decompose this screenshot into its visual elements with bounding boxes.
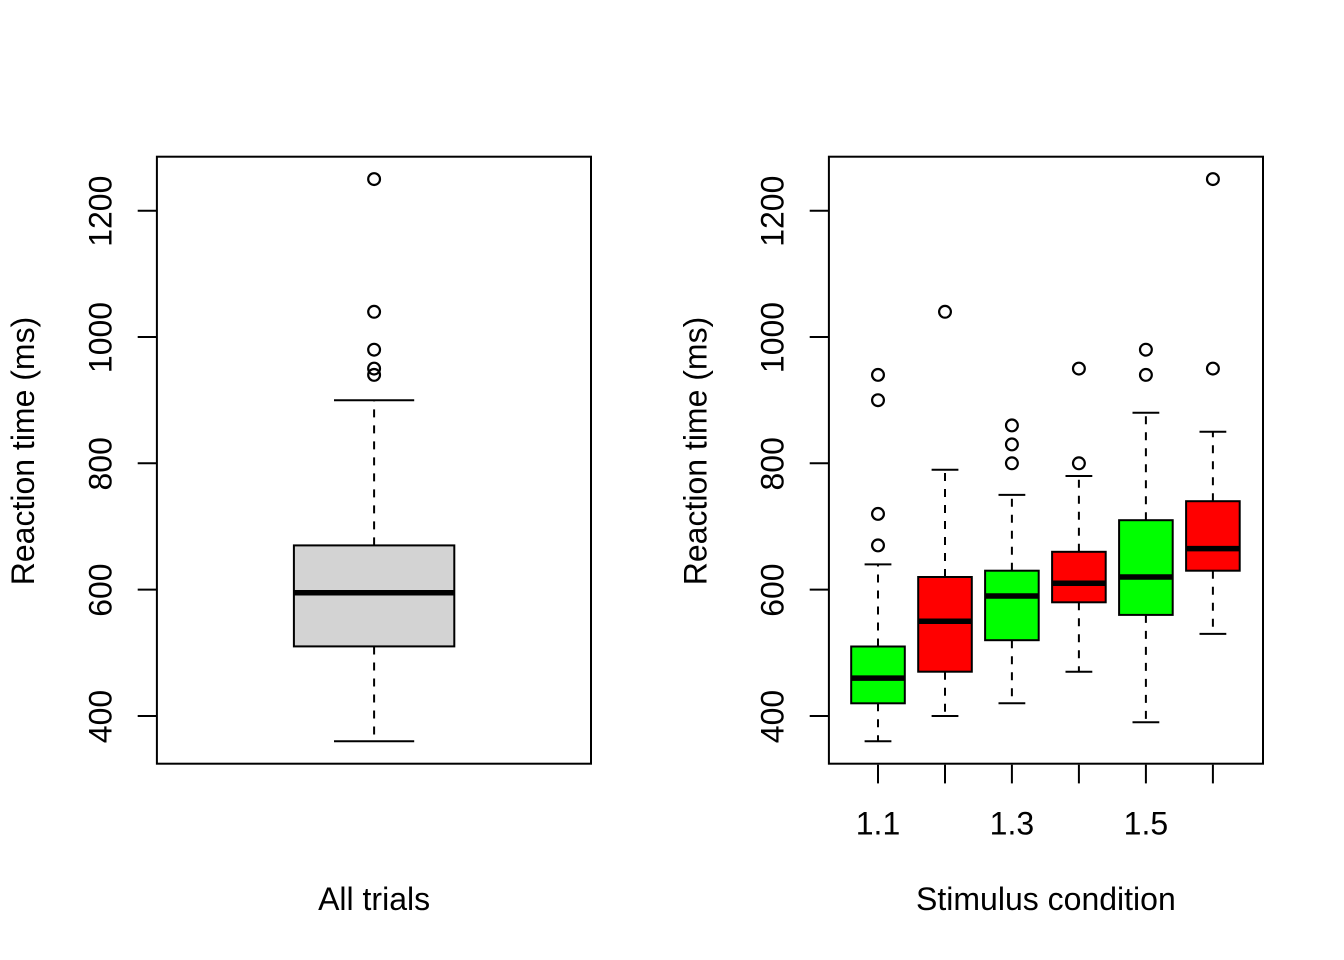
svg-text:Reaction time (ms): Reaction time (ms): [5, 317, 41, 586]
svg-text:600: 600: [83, 563, 119, 616]
svg-text:All trials: All trials: [318, 881, 430, 917]
svg-text:400: 400: [83, 690, 119, 743]
svg-text:1000: 1000: [83, 302, 119, 373]
svg-text:1000: 1000: [755, 302, 791, 373]
svg-text:1200: 1200: [755, 176, 791, 247]
svg-text:1.1: 1.1: [856, 806, 900, 842]
svg-text:1.5: 1.5: [1124, 806, 1168, 842]
svg-text:Stimulus condition: Stimulus condition: [916, 881, 1176, 917]
svg-text:600: 600: [755, 563, 791, 616]
svg-text:400: 400: [755, 690, 791, 743]
svg-text:Reaction time (ms): Reaction time (ms): [678, 317, 714, 586]
svg-text:1.3: 1.3: [990, 806, 1034, 842]
svg-text:800: 800: [755, 437, 791, 490]
svg-text:1200: 1200: [83, 176, 119, 247]
svg-text:800: 800: [83, 437, 119, 490]
